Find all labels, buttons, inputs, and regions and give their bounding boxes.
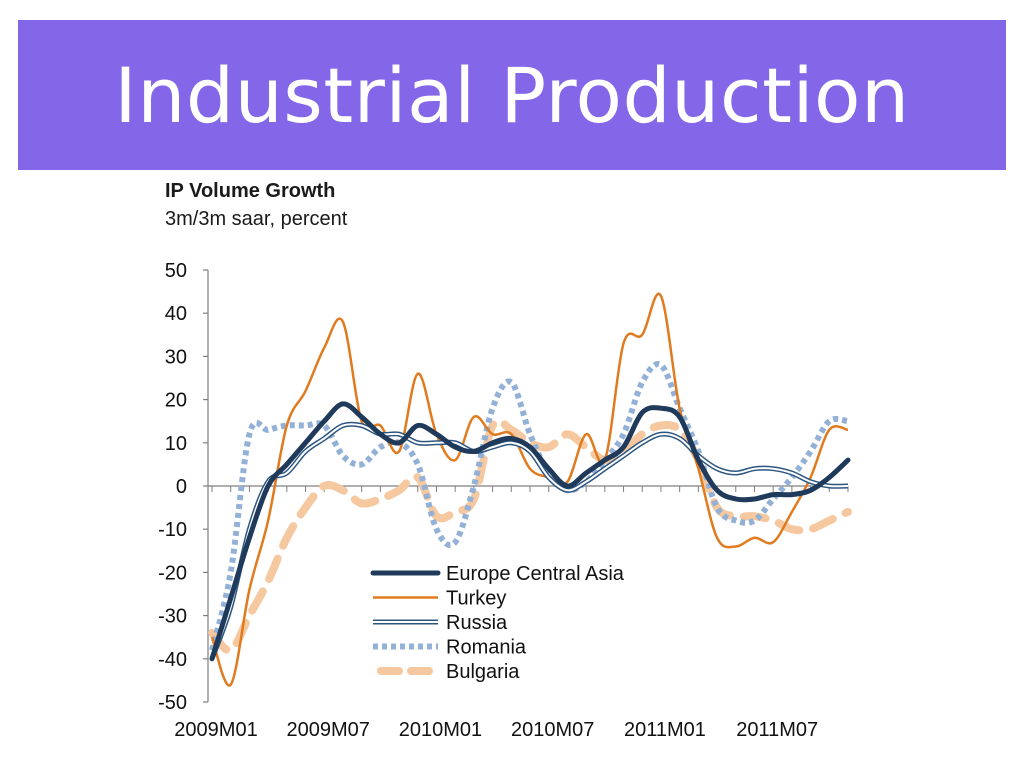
x-tick-label: 2011M07 [736, 719, 818, 741]
x-tick-label: 2011M01 [624, 719, 706, 741]
y-tick-label: 30 [165, 346, 187, 368]
chart-title: IP Volume Growth [165, 180, 336, 202]
series-line-europe-central-asia [209, 401, 851, 662]
legend-label-bulgaria: Bulgaria [446, 661, 520, 683]
y-tick-label: -50 [158, 692, 187, 714]
series-line-romania [209, 361, 849, 651]
y-tick-label: -10 [158, 519, 187, 541]
x-tick-label: 2010M01 [399, 719, 482, 741]
chart-subtitle: 3m/3m saar, percent [165, 208, 348, 230]
y-tick-label: 10 [165, 433, 187, 455]
series-line-turkey [210, 292, 849, 687]
legend-label-romania: Romania [446, 637, 527, 659]
y-tick-label: 20 [165, 390, 187, 412]
y-tick-label: 50 [165, 260, 187, 282]
series-line-bulgaria [208, 416, 852, 655]
y-tick-label: -40 [158, 649, 187, 671]
legend-label-europe-central-asia: Europe Central Asia [446, 563, 625, 585]
x-tick-label: 2010M07 [511, 719, 594, 741]
legend-label-turkey: Turkey [446, 588, 506, 610]
x-tick-label: 2009M07 [287, 719, 370, 741]
title-banner: Industrial Production [18, 20, 1006, 170]
y-tick-label: -20 [158, 562, 187, 584]
x-tick-label: 2009M01 [174, 719, 257, 741]
series-line-russia [209, 421, 849, 660]
y-tick-label: 0 [176, 476, 187, 498]
slide-title: Industrial Production [114, 50, 910, 140]
y-tick-label: 40 [165, 303, 187, 325]
series-line-russia-inner [211, 423, 849, 660]
legend-label-russia: Russia [446, 612, 508, 634]
y-tick-label: -30 [158, 606, 187, 628]
